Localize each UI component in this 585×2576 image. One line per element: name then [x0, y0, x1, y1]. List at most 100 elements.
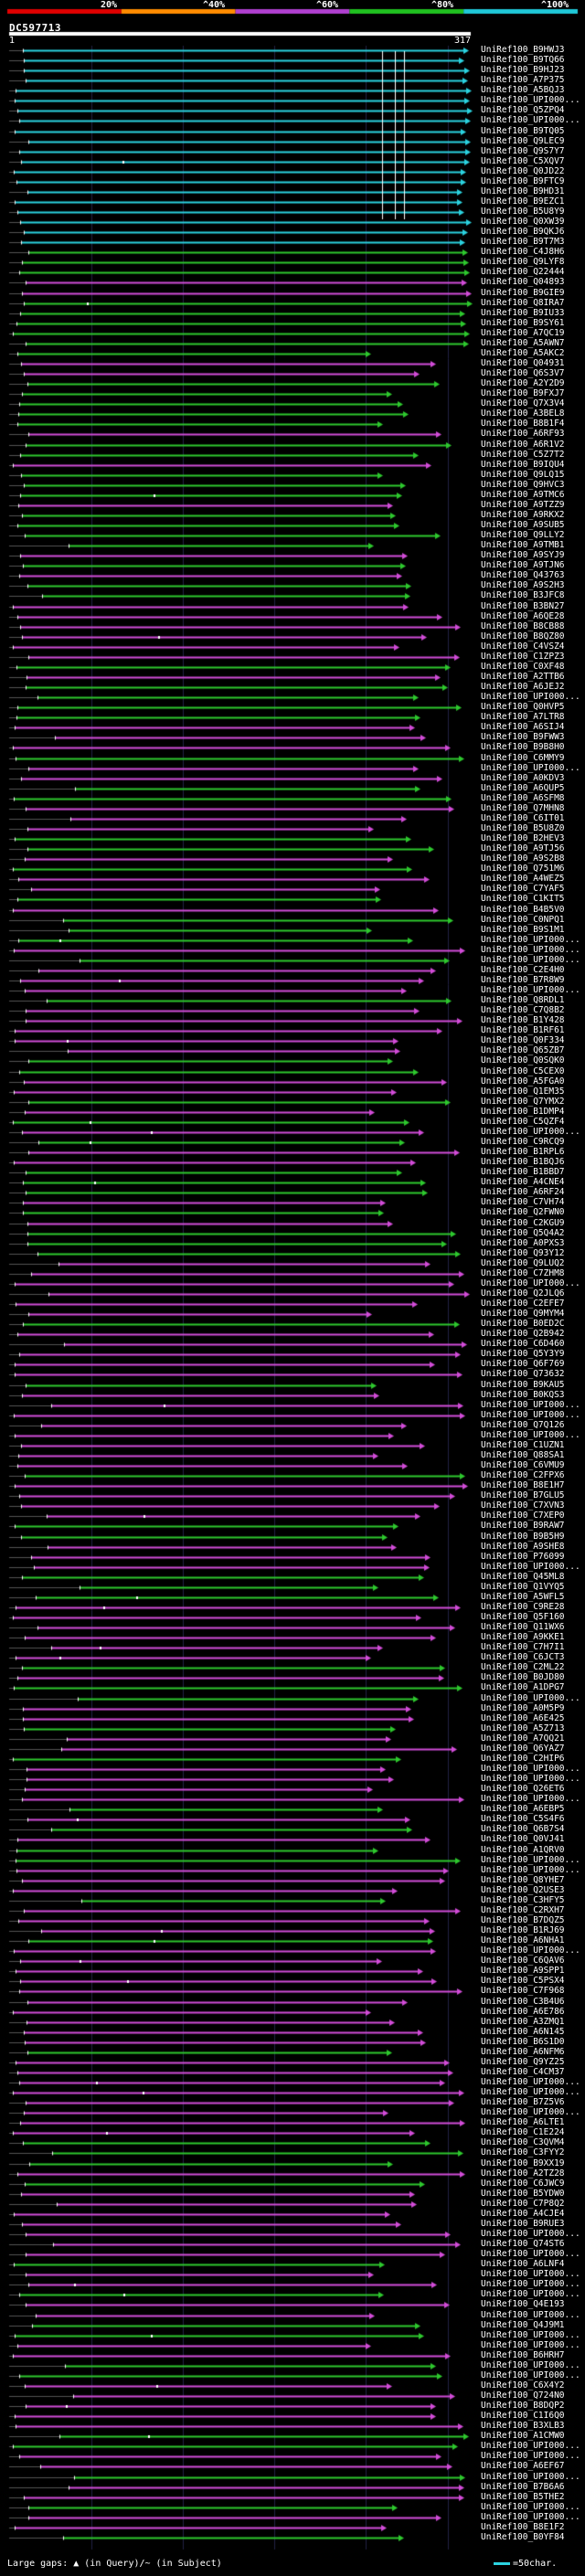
hit-label[interactable]: UniRef100_A9S2B8 [481, 853, 565, 864]
hit-label[interactable]: UniRef100_B3BN27 [481, 600, 565, 611]
hit-label[interactable]: UniRef100_B9IQU4 [481, 459, 565, 470]
hit-label[interactable]: UniRef100_C2EFE7 [481, 1299, 565, 1309]
hit-label[interactable]: UniRef100_B9KAU5 [481, 1379, 565, 1390]
hit-label[interactable]: UniRef100_Q5Y3Y9 [481, 1349, 565, 1360]
hit-label[interactable]: UniRef100_Q2USE3 [481, 1884, 565, 1895]
hit-label[interactable]: UniRef100_UPI000... [481, 1794, 580, 1805]
hit-label[interactable]: UniRef100_A6LTE1 [481, 2117, 565, 2128]
hit-label[interactable]: UniRef100_A9TJ56 [481, 843, 565, 854]
hit-label[interactable]: UniRef100_Q5F160 [481, 1612, 565, 1623]
hit-label[interactable]: UniRef100_UPI000... [481, 2269, 580, 2280]
hit-label[interactable]: UniRef100_C1I6Q0 [481, 2411, 565, 2422]
hit-label[interactable]: UniRef100_Q9MYM4 [481, 1309, 565, 1320]
hit-label[interactable]: UniRef100_A7QC19 [481, 327, 565, 338]
hit-label[interactable]: UniRef100_B5YDW0 [481, 2188, 565, 2199]
hit-label[interactable]: UniRef100_B8B1F4 [481, 419, 565, 429]
hit-label[interactable]: UniRef100_UPI000... [481, 1764, 580, 1774]
hit-label[interactable]: UniRef100_C5QZF4 [481, 1116, 565, 1127]
hit-label[interactable]: UniRef100_Q6YAZ7 [481, 1743, 565, 1754]
hit-label[interactable]: UniRef100_B5U8Y9 [481, 207, 565, 217]
hit-label[interactable]: UniRef100_B8E1H7 [481, 1480, 565, 1491]
hit-label[interactable]: UniRef100_A5FGA0 [481, 1076, 565, 1087]
hit-label[interactable]: UniRef100_C2ML22 [481, 1662, 565, 1673]
hit-label[interactable]: UniRef100_B1DMP4 [481, 1106, 565, 1117]
hit-label[interactable]: UniRef100_Q1VYQ5 [481, 1581, 565, 1592]
hit-label[interactable]: UniRef100_C4J8H6 [481, 247, 565, 258]
hit-label[interactable]: UniRef100_B7R8W9 [481, 974, 565, 985]
hit-label[interactable]: UniRef100_UPI000... [481, 944, 580, 955]
hit-label[interactable]: UniRef100_Q8RDL1 [481, 995, 565, 1006]
hit-label[interactable]: UniRef100_Q5Q4A2 [481, 1227, 565, 1238]
hit-label[interactable]: UniRef100_A7QQ21 [481, 1733, 565, 1744]
hit-label[interactable]: UniRef100_UPI000... [481, 2309, 580, 2320]
hit-label[interactable]: UniRef100_B5THE2 [481, 2491, 565, 2502]
hit-label[interactable]: UniRef100_A6NFM6 [481, 2046, 565, 2057]
hit-label[interactable]: UniRef100_A4CJE4 [481, 2208, 565, 2219]
hit-label[interactable]: UniRef100_Q2JLQ6 [481, 1288, 565, 1299]
hit-label[interactable]: UniRef100_C6VMU9 [481, 1460, 565, 1471]
hit-label[interactable]: UniRef100_B8QZ80 [481, 631, 565, 641]
hit-label[interactable]: UniRef100_B9HJ23 [481, 65, 565, 76]
hit-label[interactable]: UniRef100_C1E224 [481, 2127, 565, 2138]
hit-label[interactable]: UniRef100_A7LTR8 [481, 712, 565, 723]
hit-label[interactable]: UniRef100_Q724N0 [481, 2390, 565, 2401]
hit-label[interactable]: UniRef100_A6N145 [481, 2026, 565, 2037]
hit-label[interactable]: UniRef100_B1BQJ6 [481, 1157, 565, 1168]
hit-label[interactable]: UniRef100_C3HFY5 [481, 1894, 565, 1905]
hit-label[interactable]: UniRef100_B9T7M3 [481, 237, 565, 248]
hit-label[interactable]: UniRef100_B9B8H0 [481, 742, 565, 753]
hit-label[interactable]: UniRef100_C7ZHM8 [481, 1267, 565, 1278]
hit-label[interactable]: UniRef100_A6SFM8 [481, 792, 565, 803]
hit-label[interactable]: UniRef100_Q1EM35 [481, 1086, 565, 1097]
hit-label[interactable]: UniRef100_UPI000... [481, 95, 580, 106]
hit-label[interactable]: UniRef100_B8DQP2 [481, 2401, 565, 2412]
hit-label[interactable]: UniRef100_A6JEJ2 [481, 682, 565, 693]
hit-label[interactable]: UniRef100_Q7YMX2 [481, 1096, 565, 1107]
hit-label[interactable]: UniRef100_C5PSX4 [481, 1976, 565, 1987]
hit-label[interactable]: UniRef100_B9RUE3 [481, 2218, 565, 2229]
hit-label[interactable]: UniRef100_A6QE28 [481, 610, 565, 621]
hit-label[interactable]: UniRef100_UPI000... [481, 2249, 580, 2260]
hit-label[interactable]: UniRef100_A9SPP1 [481, 1966, 565, 1977]
hit-label[interactable]: UniRef100_C7F968 [481, 1986, 565, 1997]
hit-label[interactable]: UniRef100_C3B4U6 [481, 1996, 565, 2007]
hit-label[interactable]: UniRef100_B9FTC9 [481, 175, 565, 186]
hit-label[interactable]: UniRef100_Q5ZPQ4 [481, 105, 565, 116]
hit-label[interactable]: UniRef100_B7B6A6 [481, 2481, 565, 2492]
hit-label[interactable]: UniRef100_C6MMY9 [481, 752, 565, 763]
hit-label[interactable]: UniRef100_C7Q8B2 [481, 1005, 565, 1016]
hit-label[interactable]: UniRef100_Q0JD22 [481, 165, 565, 176]
hit-label[interactable]: UniRef100_C5CEX0 [481, 1065, 565, 1076]
hit-label[interactable]: UniRef100_B5U8Z0 [481, 822, 565, 833]
hit-label[interactable]: UniRef100_UPI000... [481, 1277, 580, 1288]
hit-label[interactable]: UniRef100_C2RXH7 [481, 1904, 565, 1915]
hit-label[interactable]: UniRef100_A6NHA1 [481, 1935, 565, 1946]
hit-label[interactable]: UniRef100_A5BQJ3 [481, 85, 565, 96]
hit-label[interactable]: UniRef100_A9SYJ9 [481, 550, 565, 561]
hit-label[interactable]: UniRef100_Q0HVP5 [481, 702, 565, 713]
hit-label[interactable]: UniRef100_UPI000... [481, 2107, 580, 2118]
hit-label[interactable]: UniRef100_UPI000... [481, 1945, 580, 1956]
hit-label[interactable]: UniRef100_UPI000... [481, 762, 580, 773]
hit-label[interactable]: UniRef100_C1ZPZ3 [481, 651, 565, 662]
hit-label[interactable]: UniRef100_B9TQ66 [481, 55, 565, 66]
hit-label[interactable]: UniRef100_B8CB88 [481, 620, 565, 631]
hit-label[interactable]: UniRef100_Q7Q126 [481, 1419, 565, 1430]
hit-label[interactable]: UniRef100_Q9YZ25 [481, 2056, 565, 2067]
hit-label[interactable]: UniRef100_C7XEP0 [481, 1511, 565, 1521]
hit-label[interactable]: UniRef100_B3XLB3 [481, 2421, 565, 2432]
hit-label[interactable]: UniRef100_C4CM37 [481, 2066, 565, 2077]
hit-label[interactable]: UniRef100_Q65ZB7 [481, 1045, 565, 1056]
hit-label[interactable]: UniRef100_A5Z713 [481, 1723, 565, 1733]
hit-label[interactable]: UniRef100_Q26ET6 [481, 1784, 565, 1795]
hit-label[interactable]: UniRef100_UPI000... [481, 1854, 580, 1865]
hit-label[interactable]: UniRef100_Q9HVC3 [481, 479, 565, 490]
hit-label[interactable]: UniRef100_B9XX19 [481, 2157, 565, 2168]
hit-label[interactable]: UniRef100_Q45ML8 [481, 1571, 565, 1582]
hit-label[interactable]: UniRef100_UPI000... [481, 2087, 580, 2098]
hit-label[interactable]: UniRef100_Q0VJ41 [481, 1834, 565, 1845]
hit-label[interactable]: UniRef100_Q9LLY2 [481, 530, 565, 541]
hit-label[interactable]: UniRef100_C3QVM4 [481, 2137, 565, 2148]
hit-label[interactable]: UniRef100_C4VSZ4 [481, 641, 565, 652]
hit-label[interactable]: UniRef100_UPI000... [481, 2511, 580, 2522]
